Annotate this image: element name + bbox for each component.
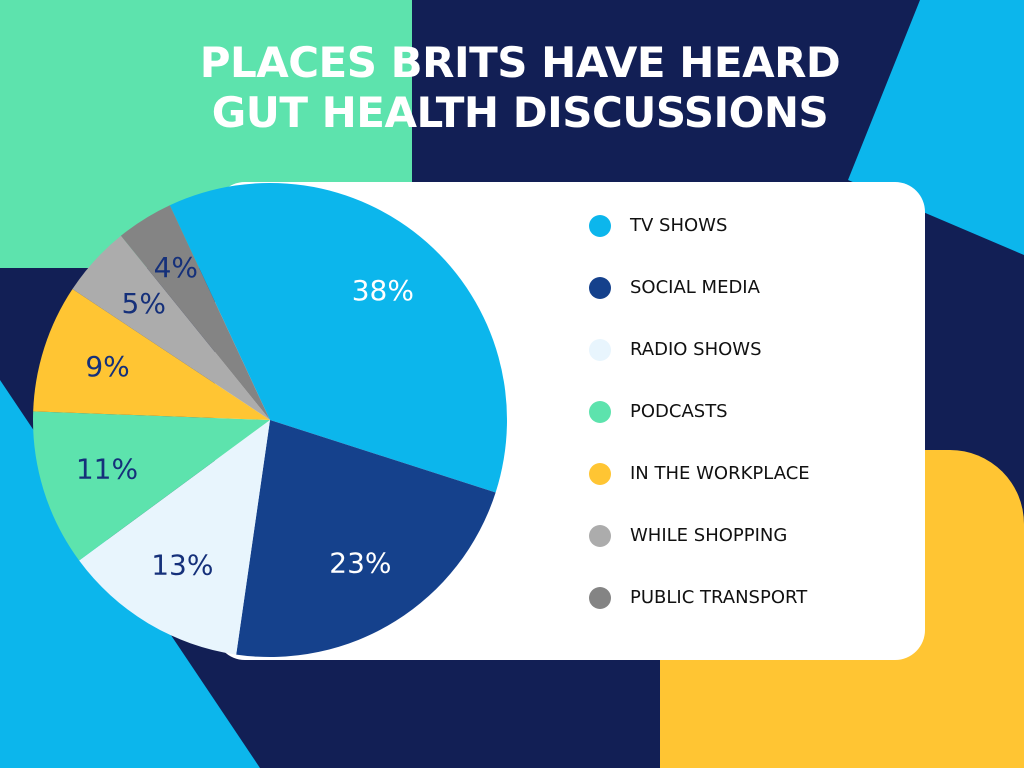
pie-slice <box>79 420 270 655</box>
legend-marker <box>589 339 611 361</box>
chart-title: PLACES BRITS HAVE HEARD GUT HEALTH DISCU… <box>199 38 841 137</box>
legend-label: RADIO SHOWS <box>630 339 762 360</box>
legend-marker <box>589 463 611 485</box>
value-label: 4% <box>154 251 198 284</box>
pie-slice <box>33 289 271 420</box>
legend-label: IN THE WORKPLACE <box>630 463 810 484</box>
pie-slice <box>120 205 270 420</box>
value-label: 11% <box>76 452 138 485</box>
legend-label: WHILE SHOPPING <box>630 525 787 546</box>
legend-label: PUBLIC TRANSPORT <box>630 587 808 608</box>
value-label: 9% <box>85 350 129 383</box>
value-label: 13% <box>151 548 213 581</box>
pie-slice <box>72 235 270 420</box>
value-label: 23% <box>329 547 391 580</box>
value-label: 5% <box>122 287 166 320</box>
legend-marker <box>589 587 611 609</box>
legend-marker <box>589 215 611 237</box>
pie-slice <box>169 183 507 493</box>
legend-marker <box>589 401 611 423</box>
pie-slice <box>236 420 496 657</box>
legend-marker <box>589 277 611 299</box>
legend-marker <box>589 525 611 547</box>
legend-label: PODCASTS <box>630 401 728 422</box>
legend-label: TV SHOWS <box>629 215 727 236</box>
pie-slice <box>33 411 271 561</box>
legend-label: SOCIAL MEDIA <box>630 277 761 298</box>
value-label: 38% <box>352 274 414 307</box>
